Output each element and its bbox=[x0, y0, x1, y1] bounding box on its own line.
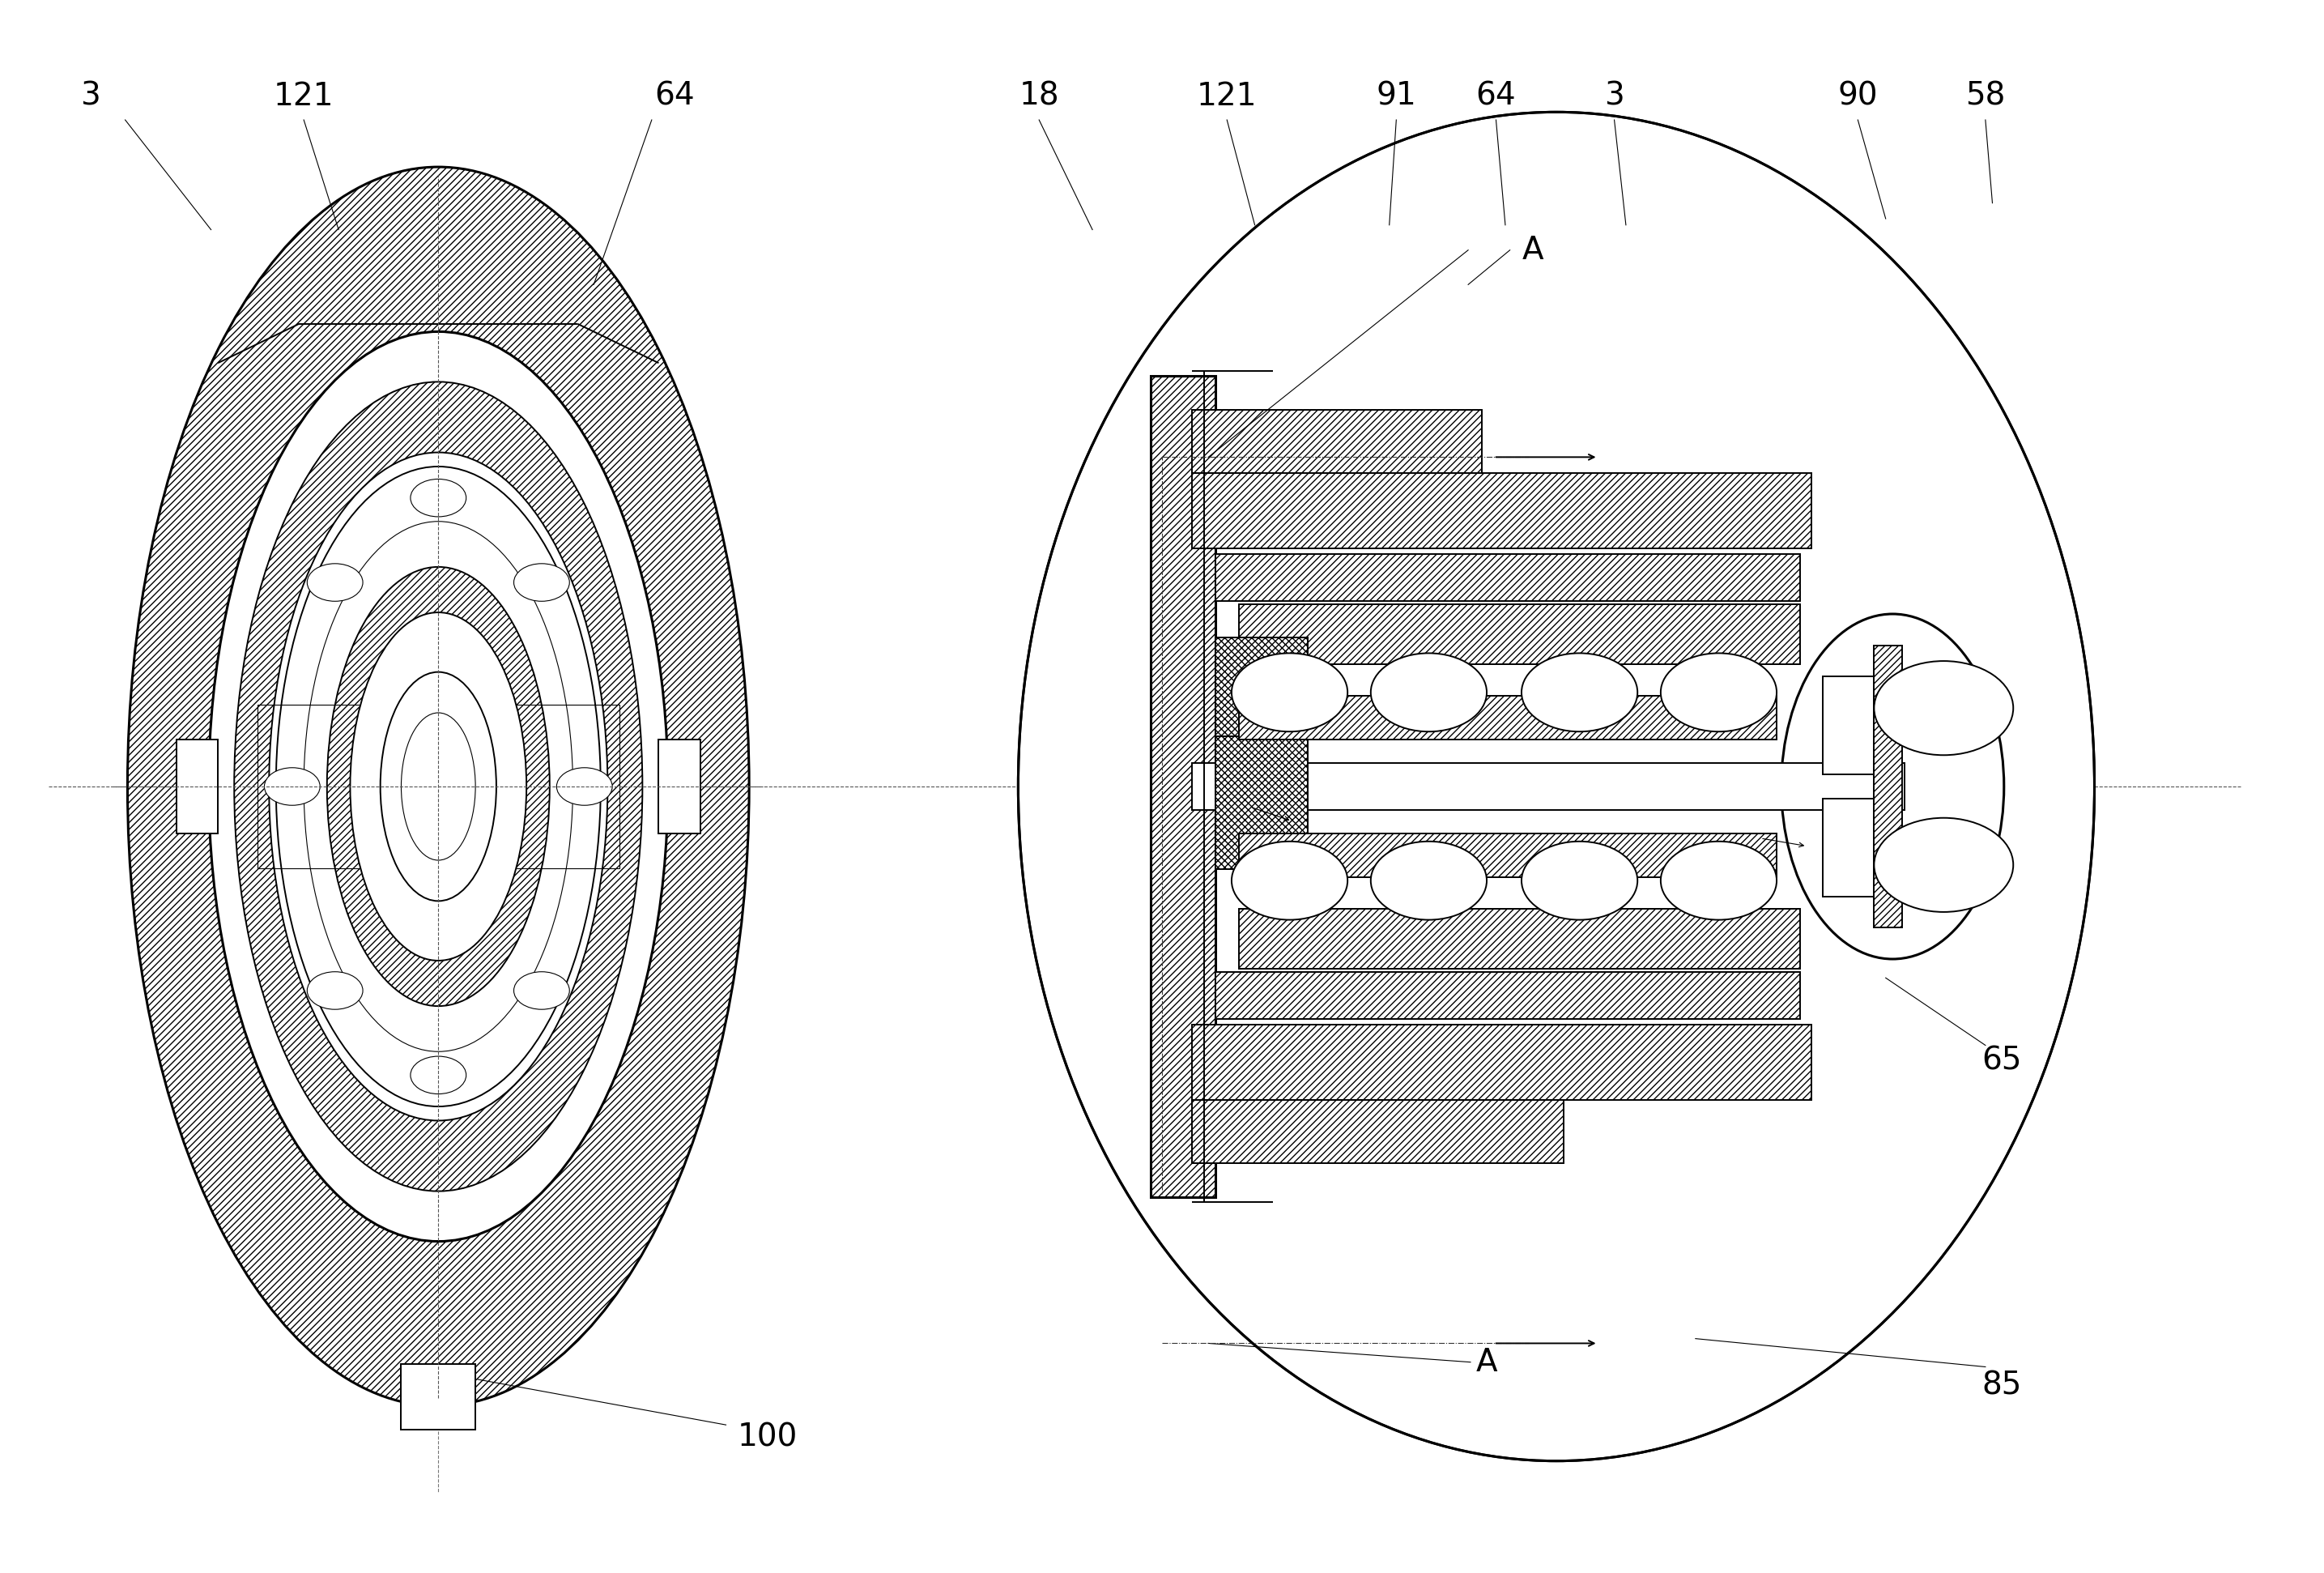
Text: 64: 64 bbox=[1476, 80, 1515, 112]
Bar bbox=[658, 739, 700, 834]
Circle shape bbox=[1873, 818, 2013, 912]
Text: A: A bbox=[1522, 234, 1543, 266]
Ellipse shape bbox=[209, 332, 667, 1241]
Circle shape bbox=[514, 972, 569, 1010]
Circle shape bbox=[1232, 653, 1348, 731]
Ellipse shape bbox=[402, 713, 476, 860]
Bar bbox=[1215, 554, 1799, 601]
Text: A: A bbox=[1476, 1346, 1497, 1378]
Text: 121: 121 bbox=[1197, 80, 1257, 112]
Bar bbox=[1822, 676, 1873, 774]
Bar bbox=[1192, 411, 1483, 473]
Circle shape bbox=[307, 563, 363, 601]
Circle shape bbox=[411, 480, 467, 516]
Bar bbox=[1215, 705, 1308, 868]
Circle shape bbox=[1662, 653, 1776, 731]
Circle shape bbox=[1371, 842, 1487, 920]
Bar bbox=[1239, 695, 1776, 739]
Text: 91: 91 bbox=[1376, 80, 1415, 112]
Ellipse shape bbox=[1069, 324, 1927, 1249]
Text: 64: 64 bbox=[655, 80, 695, 112]
Text: 90: 90 bbox=[1838, 80, 1878, 112]
Ellipse shape bbox=[1780, 613, 2003, 960]
Circle shape bbox=[411, 1057, 467, 1093]
Circle shape bbox=[1662, 842, 1776, 920]
Bar bbox=[1215, 637, 1308, 736]
Ellipse shape bbox=[351, 612, 528, 961]
Bar bbox=[1192, 1026, 1810, 1100]
Text: 100: 100 bbox=[737, 1422, 797, 1453]
Bar bbox=[1150, 376, 1215, 1197]
Bar bbox=[1215, 972, 1799, 1019]
Bar bbox=[1239, 834, 1776, 878]
Circle shape bbox=[1522, 842, 1638, 920]
Bar bbox=[1239, 604, 1799, 664]
Circle shape bbox=[1371, 653, 1487, 731]
Bar bbox=[1192, 473, 1810, 547]
Bar bbox=[258, 705, 618, 868]
Text: 58: 58 bbox=[1966, 80, 2006, 112]
Bar bbox=[1239, 909, 1799, 969]
Text: 18: 18 bbox=[1018, 80, 1060, 112]
Bar bbox=[1192, 1100, 1564, 1162]
Circle shape bbox=[558, 768, 611, 805]
Ellipse shape bbox=[1018, 112, 2094, 1461]
Circle shape bbox=[265, 768, 321, 805]
Bar bbox=[1192, 763, 1903, 810]
Circle shape bbox=[1873, 661, 2013, 755]
Circle shape bbox=[1232, 842, 1348, 920]
Ellipse shape bbox=[270, 453, 607, 1120]
Text: 121: 121 bbox=[274, 80, 335, 112]
Text: 65: 65 bbox=[1982, 1046, 2022, 1076]
Bar bbox=[402, 1364, 476, 1430]
Circle shape bbox=[514, 563, 569, 601]
Bar bbox=[1822, 799, 1873, 897]
Bar bbox=[177, 739, 218, 834]
Bar bbox=[1873, 645, 1901, 928]
Text: 85: 85 bbox=[1982, 1370, 2022, 1402]
Text: 3: 3 bbox=[81, 80, 100, 112]
Circle shape bbox=[307, 972, 363, 1010]
Text: 3: 3 bbox=[1604, 80, 1624, 112]
Circle shape bbox=[1522, 653, 1638, 731]
